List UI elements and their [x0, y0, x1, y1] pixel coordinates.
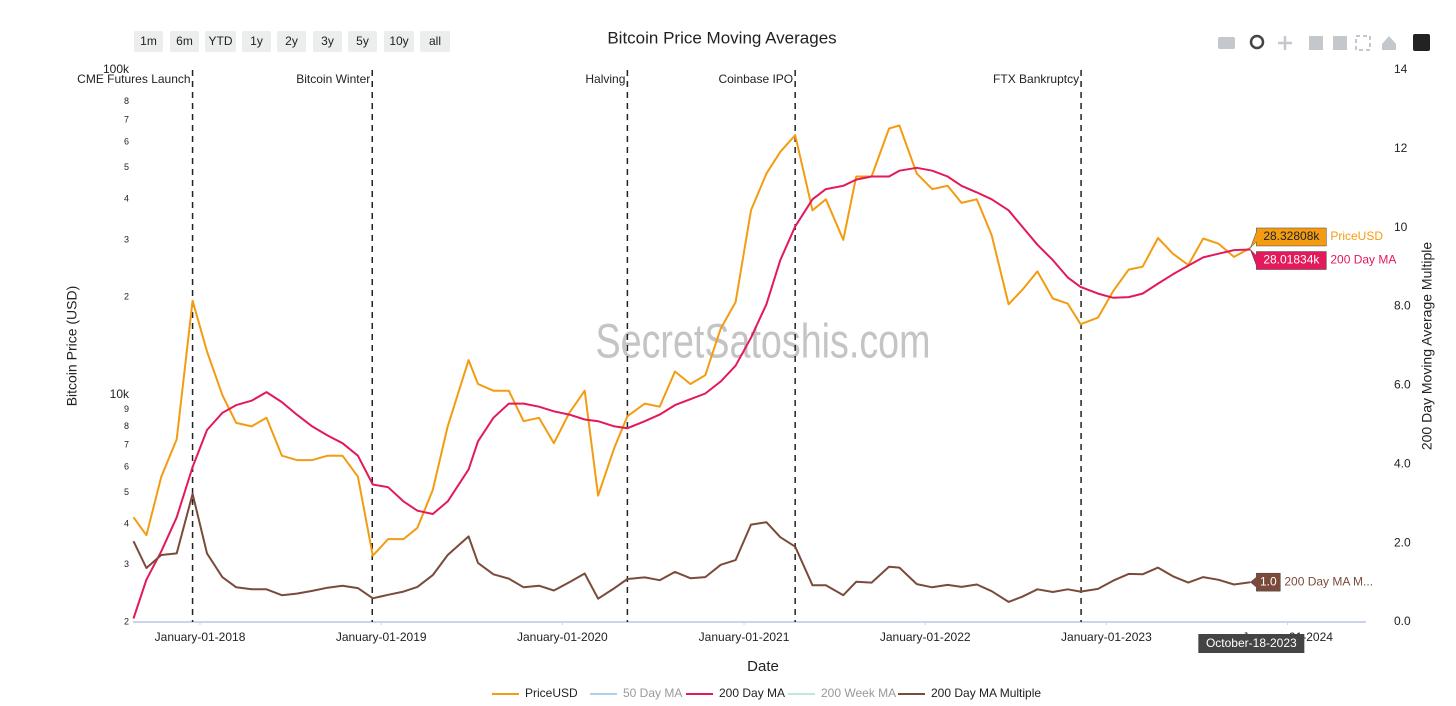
hover-box [1250, 249, 1327, 270]
range-button-label[interactable]: 5y [356, 34, 369, 48]
y-tick-label: 2 [124, 616, 129, 626]
series-line [132, 166, 1251, 619]
watermark: SecretSatoshis.com [596, 316, 931, 369]
zoom-in-button[interactable] [1309, 36, 1323, 50]
x-tick-label: January-01-2023 [1061, 630, 1152, 644]
legend-label[interactable]: 200 Day MA [719, 686, 785, 700]
y-tick-label: 3 [124, 559, 129, 569]
y-tick-label: 7 [124, 115, 129, 125]
hover-value: 1.0 [1260, 574, 1277, 588]
y2-tick-label: 0.0 [1394, 614, 1411, 628]
range-button[interactable] [420, 31, 450, 52]
y2-tick-label: 4.0 [1394, 456, 1411, 470]
range-button[interactable] [277, 31, 306, 52]
y-tick-label: 8 [124, 421, 129, 431]
plotly-logo[interactable] [1413, 34, 1430, 51]
y-tick-label: 6 [124, 461, 129, 471]
range-button[interactable] [348, 31, 377, 52]
hover-name: PriceUSD [1330, 229, 1383, 243]
x-tick-label: January-01-2021 [699, 630, 790, 644]
legend-label[interactable]: 200 Day MA Multiple [931, 686, 1041, 700]
y-tick-label: 9 [124, 404, 129, 414]
chart-title: Bitcoin Price Moving Averages [607, 28, 836, 47]
range-button[interactable] [170, 31, 199, 52]
reset-button[interactable] [1382, 36, 1396, 50]
legend-label[interactable]: 50 Day MA [623, 686, 682, 700]
y-tick-label: 7 [124, 440, 129, 450]
hover-x-label: October-18-2023 [1206, 636, 1297, 650]
y-tick-label: 2 [124, 291, 129, 301]
event-label: Bitcoin Winter [296, 72, 370, 86]
range-button-label[interactable]: all [429, 34, 441, 48]
y-tick-label: 10k [110, 387, 130, 401]
range-button-label[interactable]: 10y [389, 34, 408, 48]
event-label: Coinbase IPO [718, 72, 793, 86]
hover-name: 200 Day MA [1330, 253, 1396, 267]
y-tick-label: 4 [124, 194, 129, 204]
x-tick-label: January-01-2020 [517, 630, 608, 644]
range-button-label[interactable]: 3y [321, 34, 334, 48]
y2-tick-label: 10 [1394, 220, 1408, 234]
event-label: CME Futures Launch [77, 72, 190, 86]
autoscale-button[interactable] [1355, 35, 1371, 51]
zoom-out-button[interactable] [1333, 36, 1347, 50]
range-button[interactable] [242, 31, 271, 52]
range-button-label[interactable]: 2y [285, 34, 298, 48]
y2-tick-label: 12 [1394, 141, 1408, 155]
x-tick-label: January-01-2022 [880, 630, 971, 644]
y-tick-label: 3 [124, 234, 129, 244]
hover-box [1250, 227, 1327, 249]
hover-value: 28.32808k [1263, 229, 1320, 243]
hover-value: 28.01834k [1263, 253, 1320, 267]
series-line [132, 492, 1251, 603]
range-button-label[interactable]: YTD [209, 34, 233, 48]
range-button[interactable] [313, 31, 342, 52]
legend-label[interactable]: 200 Week MA [821, 686, 896, 700]
range-button-label[interactable]: 1y [250, 34, 263, 48]
range-button-label[interactable]: 1m [140, 34, 157, 48]
x-tick-label: January-01-2019 [336, 630, 427, 644]
x-axis-title: Date [747, 658, 779, 675]
camera-button[interactable] [1218, 37, 1235, 49]
hover-name: 200 Day MA M... [1284, 574, 1373, 588]
hover-x-box [1198, 634, 1305, 653]
y-tick-label: 8 [124, 96, 129, 106]
range-button[interactable] [384, 31, 414, 52]
y2-tick-label: 6.0 [1394, 378, 1411, 392]
hover-box [1249, 572, 1281, 592]
zoom-button[interactable] [1249, 34, 1265, 50]
event-label: Halving [585, 72, 625, 86]
y2-tick-label: 8.0 [1394, 299, 1411, 313]
y-tick-label: 6 [124, 136, 129, 146]
y-tick-label: 5 [124, 487, 129, 497]
legend-label[interactable]: PriceUSD [525, 686, 578, 700]
y2-tick-label: 2.0 [1394, 535, 1411, 549]
y-tick-label: 4 [124, 519, 129, 529]
y-tick-label: 5 [124, 162, 129, 172]
x-tick-label: January-01-2018 [155, 630, 246, 644]
range-button[interactable] [134, 31, 163, 52]
range-button[interactable] [205, 31, 236, 52]
event-label: FTX Bankruptcy [993, 72, 1079, 86]
pan-button[interactable] [1278, 36, 1292, 50]
y-axis-title: Bitcoin Price (USD) [64, 286, 80, 407]
modebar [1218, 34, 1430, 51]
range-button-label[interactable]: 6m [176, 34, 193, 48]
series-line [132, 124, 1251, 557]
y-tick-label: 100k [103, 62, 130, 76]
y2-axis-title: 200 Day Moving Average Multiple [1419, 242, 1435, 451]
y2-tick-label: 14 [1394, 62, 1408, 76]
